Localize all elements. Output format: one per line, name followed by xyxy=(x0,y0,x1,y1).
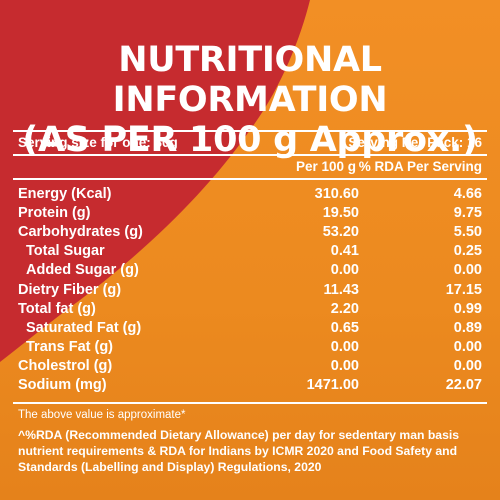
rda-value: 4.66 xyxy=(453,186,482,202)
per100g-value: 0.00 xyxy=(330,262,359,279)
column-headers: Per 100 g % RDA Per Serving xyxy=(18,158,484,176)
nutrient-label: Protein (g) xyxy=(18,205,91,222)
nutrient-label: Trans Fat (g) xyxy=(26,338,114,355)
nutrient-label: Saturated Fat (g) xyxy=(26,319,142,336)
table-row: Carbohydrates (g) 53.20 5.50 xyxy=(18,223,484,242)
title-line-1: NUTRITIONAL INFORMATION xyxy=(112,40,388,120)
nutrition-title: NUTRITIONAL INFORMATION (AS PER 100 g Ap… xyxy=(13,40,487,160)
column-header-rda: % RDA Per Serving xyxy=(358,159,482,174)
table-row: Sodium (mg) 1471.00 22.07 xyxy=(18,376,484,395)
nutrient-label: Energy (Kcal) xyxy=(18,186,112,202)
rda-value: 0.99 xyxy=(453,300,482,317)
table-row: Cholestrol (g) 0.00 0.00 xyxy=(18,357,484,376)
divider-header xyxy=(13,178,487,180)
table-row: Added Sugar (g) 0.00 0.00 xyxy=(18,261,484,280)
table-row: Saturated Fat (g) 0.65 0.89 xyxy=(18,319,484,338)
per100g-value: 53.20 xyxy=(322,224,359,241)
divider-top xyxy=(13,130,487,132)
nutrient-label: Total Sugar xyxy=(26,243,105,260)
table-row: Dietry Fiber (g) 11.43 17.15 xyxy=(18,281,484,300)
rda-value: 22.07 xyxy=(445,377,482,393)
rda-value: 0.89 xyxy=(453,319,482,336)
table-row: Trans Fat (g) 0.00 0.00 xyxy=(18,338,484,357)
per100g-value: 2.20 xyxy=(330,300,359,317)
serving-size: Serving size for one: 30g xyxy=(18,135,178,150)
divider-bottom xyxy=(13,402,487,404)
column-header-per100g: Per 100 g xyxy=(295,159,356,174)
table-row: Total Sugar 0.41 0.25 xyxy=(18,242,484,261)
servings-per-pack: Serving Per Pack: 16 xyxy=(348,135,482,150)
rda-value: 5.50 xyxy=(453,224,482,241)
nutrient-label: Dietry Fiber (g) xyxy=(18,281,122,298)
rda-value: 0.00 xyxy=(453,262,482,279)
per100g-value: 0.00 xyxy=(330,357,359,374)
title-line-2: (AS PER 100 g Approx.) xyxy=(22,120,478,160)
per100g-value: 1471.00 xyxy=(306,377,359,393)
nutrient-label: Sodium (mg) xyxy=(18,377,107,393)
rda-value: 0.00 xyxy=(453,338,482,355)
per100g-value: 310.60 xyxy=(314,186,359,202)
approximate-note: The above value is approximate* xyxy=(18,409,186,421)
per100g-value: 19.50 xyxy=(322,205,359,222)
per100g-value: 0.00 xyxy=(330,338,359,355)
divider-serving xyxy=(13,154,487,156)
table-row: Total fat (g) 2.20 0.99 xyxy=(18,300,484,319)
rda-value: 0.00 xyxy=(453,357,482,374)
rda-value: 9.75 xyxy=(453,205,482,222)
per100g-value: 11.43 xyxy=(323,281,360,298)
per100g-value: 0.65 xyxy=(330,319,359,336)
nutrient-label: Added Sugar (g) xyxy=(26,262,139,279)
rda-footnote: ^%RDA (Recommended Dietary Allowance) pe… xyxy=(18,428,460,474)
serving-info: Serving size for one: 30g Serving Per Pa… xyxy=(18,134,484,152)
nutrient-label: Total fat (g) xyxy=(18,300,96,317)
nutrient-label: Carbohydrates (g) xyxy=(18,224,143,241)
nutrient-label: Cholestrol (g) xyxy=(18,357,113,374)
rda-value: 17.15 xyxy=(445,281,482,298)
table-row: Protein (g) 19.50 9.75 xyxy=(18,204,484,223)
table-row: Energy (Kcal) 310.60 4.66 xyxy=(18,185,484,204)
per100g-value: 0.41 xyxy=(330,243,359,260)
rda-value: 0.25 xyxy=(453,243,482,260)
